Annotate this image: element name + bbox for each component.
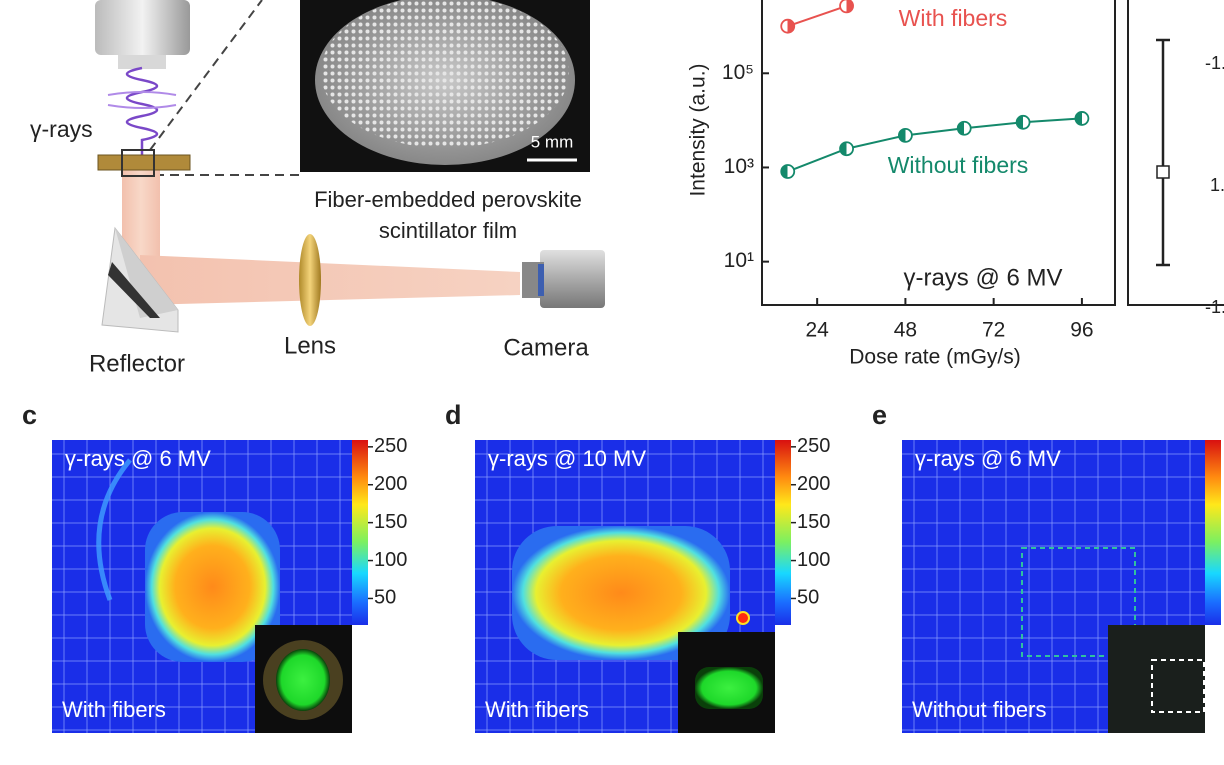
panel-caption: With fibers <box>62 697 166 722</box>
marker <box>898 127 913 143</box>
colorbar-tick-label: 50 <box>374 587 396 609</box>
signal-spot <box>512 526 730 660</box>
lens <box>299 234 321 326</box>
marker <box>780 18 796 34</box>
halo <box>96 458 132 601</box>
side-tick-label: -1. <box>1205 53 1224 73</box>
side-tick-label: 1. <box>1210 175 1224 195</box>
lens-label: Lens <box>284 332 336 359</box>
colorbar-tick-label: 200 <box>374 473 407 495</box>
series-label: With fibers <box>899 5 1008 31</box>
x-tick-label: 96 <box>1070 319 1093 342</box>
colorbar-tick-label: 100 <box>374 549 407 571</box>
camera <box>540 250 605 308</box>
marker <box>1015 114 1031 130</box>
panel-letter: c <box>22 400 37 430</box>
film <box>97 154 191 171</box>
source-nozzle <box>118 55 166 69</box>
panel-letter: e <box>872 400 887 430</box>
schematic: 5 mm γ-rays Reflector Lens Camera <box>30 0 605 377</box>
marker <box>1074 111 1090 126</box>
scale-bar-label: 5 mm <box>531 132 574 151</box>
colorbar <box>352 440 368 625</box>
panel-caption: Without fibers <box>912 697 1047 722</box>
series-line <box>787 117 1082 173</box>
inset-glow <box>695 667 763 709</box>
series-label: Without fibers <box>888 152 1029 178</box>
marker <box>956 120 972 136</box>
colorbar-tick-label: 50 <box>797 587 819 609</box>
inset-roi <box>1151 659 1205 713</box>
y-tick-label: 10³ <box>724 155 754 178</box>
side-plot-frame <box>1127 0 1224 306</box>
x-tick-label: 24 <box>805 319 829 342</box>
reflector-prism <box>115 228 178 318</box>
colorbar-tick-label: 100 <box>797 549 830 571</box>
side-tick-label: -1. <box>1205 297 1224 317</box>
signal-spot <box>145 512 280 662</box>
beam <box>140 255 520 305</box>
side-marker <box>1156 165 1170 179</box>
colorbar <box>1205 440 1221 625</box>
roi <box>1021 547 1136 657</box>
reflector-mirror <box>108 262 160 318</box>
panel-letter: d <box>445 400 462 430</box>
panel-title: γ-rays @ 10 MV <box>488 446 646 471</box>
x-tick-label: 72 <box>982 319 1005 342</box>
hot-spot <box>736 611 750 625</box>
y-tick-label: 10⁵ <box>722 61 754 84</box>
colorbar-tick-label: 150 <box>797 511 830 533</box>
annotation: γ-rays @ 6 MV <box>903 264 1062 291</box>
reflector-label: Reflector <box>89 350 185 377</box>
colorbar-tick-label: 250 <box>374 435 407 457</box>
series-line <box>787 4 847 28</box>
film-photo <box>321 0 569 148</box>
film-zoom <box>121 149 155 177</box>
y-axis-label: Intensity (a.u.) <box>687 63 710 196</box>
panel-caption: With fibers <box>485 697 589 722</box>
gamma-wave <box>125 66 159 155</box>
colorbar-tick-label: 200 <box>797 473 830 495</box>
colorbar <box>775 440 791 625</box>
x-tick-label: 48 <box>894 319 917 342</box>
gamma-label: γ-rays <box>30 116 93 142</box>
film-label: Fiber-embedded perovskite scintillator f… <box>314 187 582 243</box>
source <box>95 0 190 55</box>
plot-frame <box>761 0 1116 306</box>
colorbar-tick-label: 250 <box>797 435 830 457</box>
inset-photo <box>1108 625 1205 733</box>
x-axis-label: Dose rate (mGy/s) <box>849 346 1021 369</box>
camera-label: Camera <box>503 334 589 361</box>
zoom-line <box>149 0 263 151</box>
panel-title: γ-rays @ 6 MV <box>65 446 211 471</box>
marker <box>839 0 854 14</box>
marker <box>839 141 854 157</box>
y-tick-label: 10¹ <box>724 249 754 272</box>
panel-title: γ-rays @ 6 MV <box>915 446 1061 471</box>
camera-lens <box>538 264 544 296</box>
gamma-wave <box>107 91 177 109</box>
colorbar-tick-label: 150 <box>374 511 407 533</box>
marker <box>780 164 796 179</box>
inset-glow <box>276 649 330 711</box>
